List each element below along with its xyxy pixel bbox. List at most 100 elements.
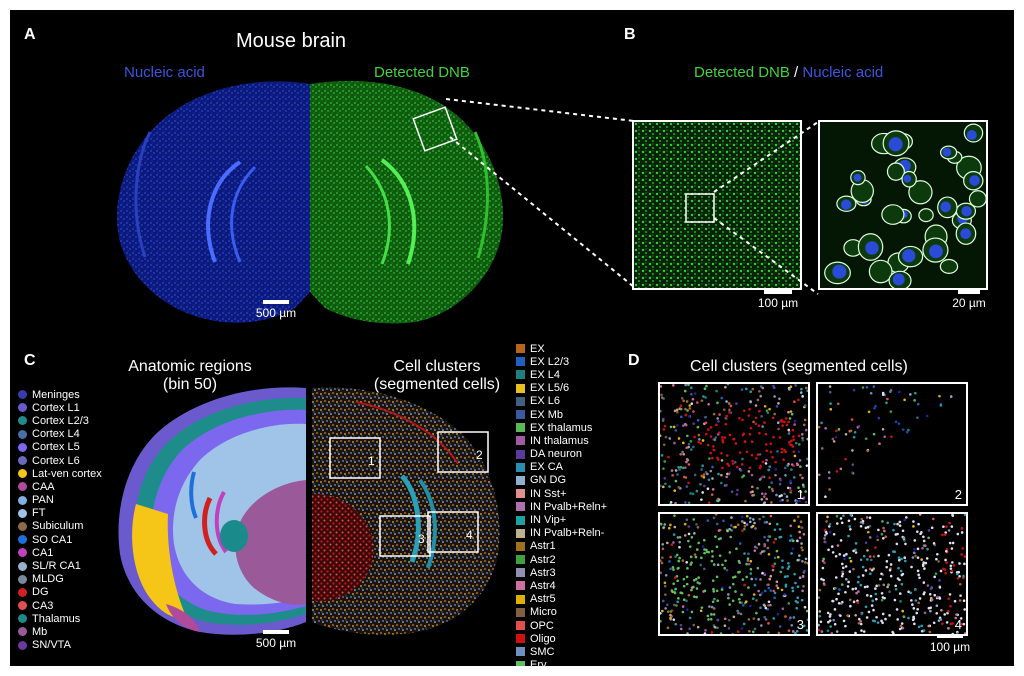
- legend-swatch: [18, 429, 27, 439]
- inset-connector-lines: [713, 121, 819, 295]
- legend-swatch: [18, 521, 27, 531]
- panel-letter-a: A: [24, 26, 36, 43]
- legend-swatch: [18, 403, 27, 413]
- region-legend-item: Mb: [18, 625, 102, 638]
- legend-swatch: [516, 489, 525, 499]
- right-hemisphere-green: [310, 80, 504, 324]
- cluster-legend-item: OPC: [516, 619, 607, 632]
- legend-swatch: [18, 442, 27, 452]
- legend-label: EX L4: [530, 368, 560, 381]
- region-legend-item: Cortex L2/3: [18, 414, 102, 427]
- legend-swatch: [18, 614, 27, 624]
- region-legend-item: SN/VTA: [18, 639, 102, 652]
- cluster-legend-item: EX: [516, 342, 607, 355]
- region-legend-item: Meninges: [18, 388, 102, 401]
- legend-label: FT: [32, 507, 46, 520]
- cell-cluster-map: [312, 387, 500, 635]
- panel-b-label-sep: /: [789, 64, 803, 81]
- legend-swatch: [18, 469, 27, 479]
- legend-swatch: [18, 535, 27, 545]
- cluster-legend-item: IN thalamus: [516, 434, 607, 447]
- cluster-legend-item: Ery: [516, 659, 607, 666]
- legend-swatch: [516, 370, 525, 380]
- legend-swatch: [516, 515, 525, 525]
- figure: A Mouse brain Nucleic acid Detected DNB: [10, 10, 1014, 666]
- region-legend-item: CAA: [18, 480, 102, 493]
- legend-label: Oligo: [530, 632, 556, 645]
- legend-label: Ery: [530, 659, 547, 666]
- panel-letter-c: C: [24, 352, 36, 369]
- region-legend-item: Subiculum: [18, 520, 102, 533]
- region-legend-item: Thalamus: [18, 612, 102, 625]
- cluster-legend-item: EX L2/3: [516, 355, 607, 368]
- legend-swatch: [18, 627, 27, 637]
- legend-label: Meninges: [32, 388, 80, 401]
- cluster-inset-1: 1: [658, 382, 810, 506]
- legend-label: Lat-ven cortex: [32, 467, 102, 480]
- legend-label: Astr4: [530, 579, 556, 592]
- region-legend-item: SO CA1: [18, 533, 102, 546]
- cell-clusters-title: Cell clusters (segmented cells): [373, 358, 501, 393]
- legend-swatch: [516, 660, 525, 666]
- legend-label: Thalamus: [32, 612, 81, 625]
- legend-label: EX: [530, 342, 545, 355]
- box-label-3: 3: [418, 532, 425, 546]
- legend-swatch: [516, 357, 525, 367]
- cluster-legend-item: SMC: [516, 645, 607, 658]
- cluster-legend-item: Micro: [516, 606, 607, 619]
- legend-swatch: [18, 416, 27, 426]
- scale-bar-d: 100 µm: [920, 634, 980, 654]
- legend-label: CA3: [32, 599, 54, 612]
- region-legend-item: SL/R CA1: [18, 559, 102, 572]
- legend-swatch: [18, 601, 27, 611]
- legend-label: Astr1: [530, 540, 556, 553]
- legend-swatch: [18, 390, 27, 400]
- legend-swatch: [516, 396, 525, 406]
- cluster-legend-item: EX thalamus: [516, 421, 607, 434]
- legend-swatch: [516, 555, 525, 565]
- region-legend-item: CA1: [18, 546, 102, 559]
- legend-swatch: [516, 383, 525, 393]
- legend-label: EX CA: [530, 461, 564, 474]
- legend-swatch: [516, 568, 525, 578]
- legend-label: Cortex L2/3: [32, 414, 89, 427]
- legend-label: GN DG: [530, 474, 567, 487]
- scale-bar-b-right: 20 µm: [944, 290, 994, 310]
- legend-swatch: [516, 502, 525, 512]
- cluster-legend-item: EX L4: [516, 368, 607, 381]
- legend-swatch: [18, 508, 27, 518]
- panel-b-label-nucleic: Nucleic acid: [802, 64, 884, 81]
- region-legend-item: FT: [18, 507, 102, 520]
- left-hemisphere-blue: [116, 81, 310, 323]
- legend-swatch: [18, 548, 27, 558]
- legend-label: SL/R CA1: [32, 560, 81, 573]
- legend-label: EX Mb: [530, 408, 564, 421]
- legend-swatch: [516, 528, 525, 538]
- legend-swatch: [516, 607, 525, 617]
- region-legend-item: Cortex L1: [18, 401, 102, 414]
- legend-label: Astr2: [530, 553, 556, 566]
- legend-label: Mb: [32, 625, 48, 638]
- legend-label: EX thalamus: [530, 421, 593, 434]
- anatomic-region-map: [118, 387, 307, 635]
- legend-swatch: [18, 640, 27, 650]
- panel-b-label: Detected DNB / Nucleic acid: [694, 64, 883, 81]
- cell-clusters-legend: EX EX L2/3 EX L4 EX L5/6 EX L6 EX Mb EX thalam…: [516, 342, 607, 666]
- legend-swatch: [516, 410, 525, 420]
- legend-label: IN Pvalb+Reln-: [530, 527, 605, 540]
- legend-swatch: [516, 436, 525, 446]
- cluster-inset-2: 2: [816, 382, 968, 506]
- cluster-inset-3: 3: [658, 512, 810, 636]
- box-label-1: 1: [368, 454, 375, 468]
- legend-swatch: [18, 456, 27, 466]
- legend-swatch: [18, 495, 27, 505]
- legend-swatch: [18, 574, 27, 584]
- anatomic-regions-legend: Meninges Cortex L1 Cortex L2/3 Cortex L4 Cor…: [18, 388, 102, 652]
- legend-label: Cortex L1: [32, 401, 80, 414]
- legend-swatch: [516, 462, 525, 472]
- legend-label: SMC: [530, 645, 555, 658]
- legend-swatch: [516, 475, 525, 485]
- region-legend-item: MLDG: [18, 573, 102, 586]
- scale-bar-a: 500 µm: [246, 300, 306, 320]
- panel-b-label-dnb: Detected DNB: [694, 64, 790, 81]
